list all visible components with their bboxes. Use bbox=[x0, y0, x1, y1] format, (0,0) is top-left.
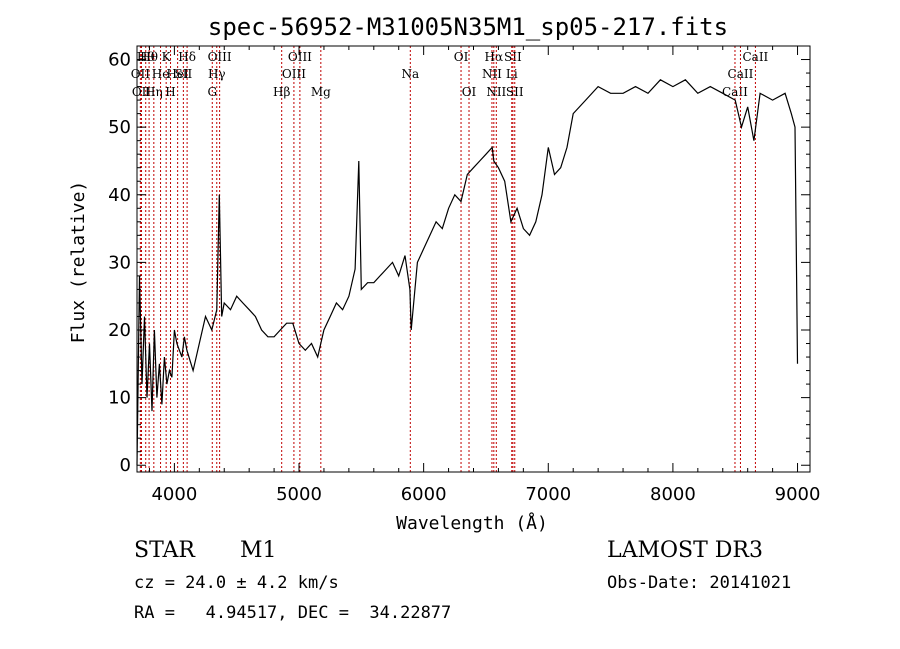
y-tick-label-4: 40 bbox=[108, 185, 131, 206]
spectral-line-label-10: Hδ bbox=[178, 50, 196, 64]
object-subclass: M1 bbox=[240, 538, 277, 563]
x-tick-label-0: 4000 bbox=[151, 484, 197, 505]
spectral-lines: OIIOIIHθHθHηHeKHHeISIIHδGHγOIIIHβOIIIOII… bbox=[131, 46, 769, 472]
spectral-line-label-20: OI bbox=[462, 85, 477, 99]
x-tick-label-3: 7000 bbox=[525, 484, 571, 505]
spectral-line-label-11: G bbox=[207, 85, 217, 99]
x-axis-label: Wavelength (Å) bbox=[396, 512, 548, 534]
spectral-line-label-27: CaII bbox=[722, 85, 748, 99]
x-tick-label-5: 9000 bbox=[775, 484, 821, 505]
spectral-line-label-25: SII bbox=[504, 50, 522, 64]
spectral-line-label-26: SII bbox=[506, 85, 524, 99]
spectral-line-label-3: Hθ bbox=[140, 50, 158, 64]
survey-name: LAMOST DR3 bbox=[607, 538, 763, 563]
spectral-line-label-5: He bbox=[152, 67, 170, 81]
spectral-line-label-16: OIII bbox=[288, 50, 312, 64]
ra-dec: RA = 4.94517, DEC = 34.22877 bbox=[134, 603, 452, 623]
axis-ticks: 4000 5000 6000 7000 8000 9000 0 10 20 30 40 50 60 bbox=[108, 46, 820, 505]
spectral-line-label-14: Hβ bbox=[273, 85, 290, 99]
spectral-line-label-12: Hγ bbox=[208, 67, 226, 81]
spectral-line-label-15: OIII bbox=[282, 67, 306, 81]
y-tick-label-1: 10 bbox=[108, 388, 131, 409]
redshift-cz: cz = 24.0 ± 4.2 km/s bbox=[134, 573, 339, 593]
spectral-line-label-22: Hα bbox=[485, 50, 504, 64]
spectral-line-label-6: K bbox=[162, 50, 172, 64]
y-tick-label-5: 50 bbox=[108, 117, 131, 138]
spectrum-line-0 bbox=[136, 79, 799, 466]
spectral-line-label-9: SII bbox=[175, 67, 193, 81]
y-tick-label-2: 20 bbox=[108, 320, 131, 341]
spectral-line-label-17: Mg bbox=[311, 85, 331, 99]
spectral-line-label-29: CaII bbox=[742, 50, 768, 64]
spectral-line-label-23: NII bbox=[486, 85, 506, 99]
spectral-line-label-2: Hθ bbox=[137, 50, 155, 64]
spectral-line-label-21: NII bbox=[482, 67, 502, 81]
obs-date: Obs-Date: 20141021 bbox=[607, 573, 792, 593]
object-type: STAR bbox=[134, 538, 195, 563]
plot-frame bbox=[136, 45, 811, 473]
series-layer bbox=[136, 79, 799, 466]
y-tick-label-3: 30 bbox=[108, 252, 131, 273]
chart-title: spec-56952-M31005N35M1_sp05-217.fits bbox=[208, 13, 728, 41]
x-tick-label-2: 6000 bbox=[401, 484, 447, 505]
y-axis-label: Flux (relative) bbox=[68, 181, 89, 344]
x-tick-label-1: 5000 bbox=[276, 484, 322, 505]
spectral-line-label-18: Na bbox=[401, 67, 419, 81]
spectral-line-label-19: OI bbox=[454, 50, 469, 64]
spectral-line-label-13: OIII bbox=[208, 50, 232, 64]
spectral-line-label-7: H bbox=[165, 85, 175, 99]
spectral-line-label-24: Li bbox=[506, 67, 518, 81]
spectral-line-label-0: OII bbox=[131, 67, 151, 81]
y-tick-label-0: 0 bbox=[120, 455, 131, 476]
y-tick-label-6: 60 bbox=[108, 50, 131, 71]
x-tick-label-4: 8000 bbox=[650, 484, 696, 505]
spectral-line-label-28: CaII bbox=[728, 67, 754, 81]
spectral-line-label-4: Hη bbox=[145, 85, 163, 99]
